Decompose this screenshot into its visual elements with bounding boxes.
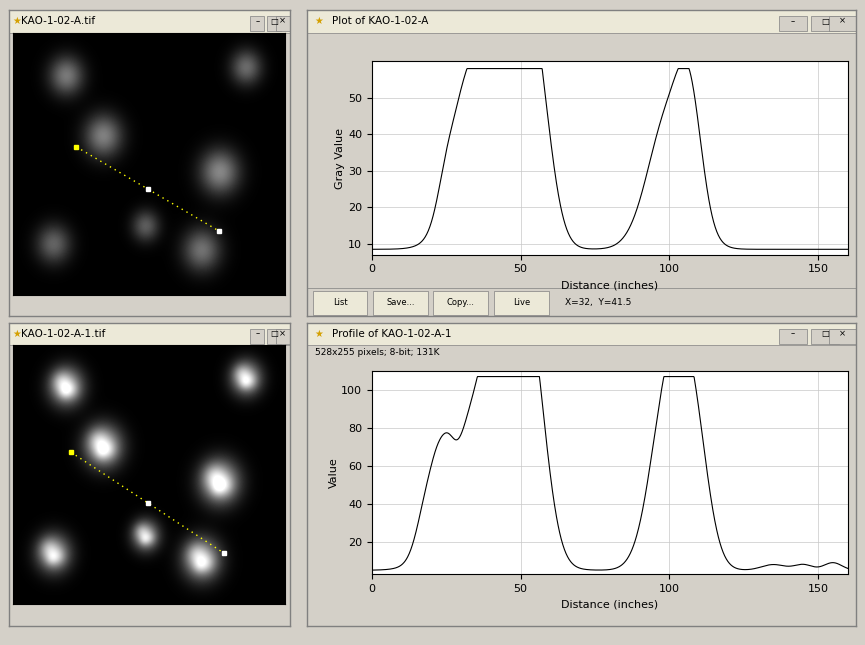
Text: ×: × xyxy=(839,17,846,26)
Text: Live: Live xyxy=(513,298,530,307)
Bar xyxy=(312,291,368,315)
Bar xyxy=(251,328,265,344)
Text: ×: × xyxy=(279,17,286,26)
Bar xyxy=(811,328,839,344)
Text: KAO-1-02-A-1.tif: KAO-1-02-A-1.tif xyxy=(22,329,106,339)
Text: ×: × xyxy=(279,330,286,339)
Text: ★: ★ xyxy=(12,16,21,26)
Bar xyxy=(276,328,290,344)
Bar xyxy=(811,15,839,31)
Text: List: List xyxy=(333,298,348,307)
Text: –: – xyxy=(791,330,795,339)
Text: 528x255 pixels; 8-bit; 131K: 528x255 pixels; 8-bit; 131K xyxy=(316,348,439,357)
Bar xyxy=(266,328,281,344)
Text: –: – xyxy=(255,17,260,26)
Bar xyxy=(494,291,548,315)
Text: 258.00x218.00 inches (258x218); 8-bit; 55K: 258.00x218.00 inches (258x218); 8-bit; 5… xyxy=(13,348,213,357)
X-axis label: Distance (inches): Distance (inches) xyxy=(561,280,658,290)
Text: □: □ xyxy=(270,330,278,339)
Text: Profile of KAO-1-02-A-1: Profile of KAO-1-02-A-1 xyxy=(332,329,452,339)
Text: KAO-1-02-A.tif: KAO-1-02-A.tif xyxy=(22,16,95,26)
Bar xyxy=(829,328,856,344)
Text: □: □ xyxy=(821,330,829,339)
Text: ×: × xyxy=(839,330,846,339)
Bar xyxy=(373,291,428,315)
Text: Copy...: Copy... xyxy=(447,298,475,307)
Text: Save...: Save... xyxy=(386,298,414,307)
Bar xyxy=(779,328,807,344)
Bar xyxy=(9,10,290,33)
Text: 258.00x218.00 inches (258x218); 8-bit; 55K: 258.00x218.00 inches (258x218); 8-bit; 5… xyxy=(13,35,213,45)
Bar xyxy=(251,15,265,31)
Bar xyxy=(307,10,856,33)
Bar xyxy=(307,322,856,345)
Bar xyxy=(829,15,856,31)
Text: –: – xyxy=(255,330,260,339)
Text: ★: ★ xyxy=(314,329,323,339)
Bar xyxy=(266,15,281,31)
X-axis label: Distance (inches): Distance (inches) xyxy=(561,599,658,610)
Bar xyxy=(9,322,290,345)
Text: –: – xyxy=(791,17,795,26)
Y-axis label: Value: Value xyxy=(329,457,338,488)
Text: ★: ★ xyxy=(12,329,21,339)
Text: ★: ★ xyxy=(314,16,323,26)
Text: Plot of KAO-1-02-A: Plot of KAO-1-02-A xyxy=(332,16,428,26)
Bar xyxy=(307,288,856,316)
Bar xyxy=(433,291,489,315)
Text: □: □ xyxy=(821,17,829,26)
Y-axis label: Gray Value: Gray Value xyxy=(336,128,345,188)
Text: □: □ xyxy=(270,17,278,26)
Bar xyxy=(276,15,290,31)
Text: X=32,  Y=41.5: X=32, Y=41.5 xyxy=(565,298,631,307)
Bar xyxy=(779,15,807,31)
